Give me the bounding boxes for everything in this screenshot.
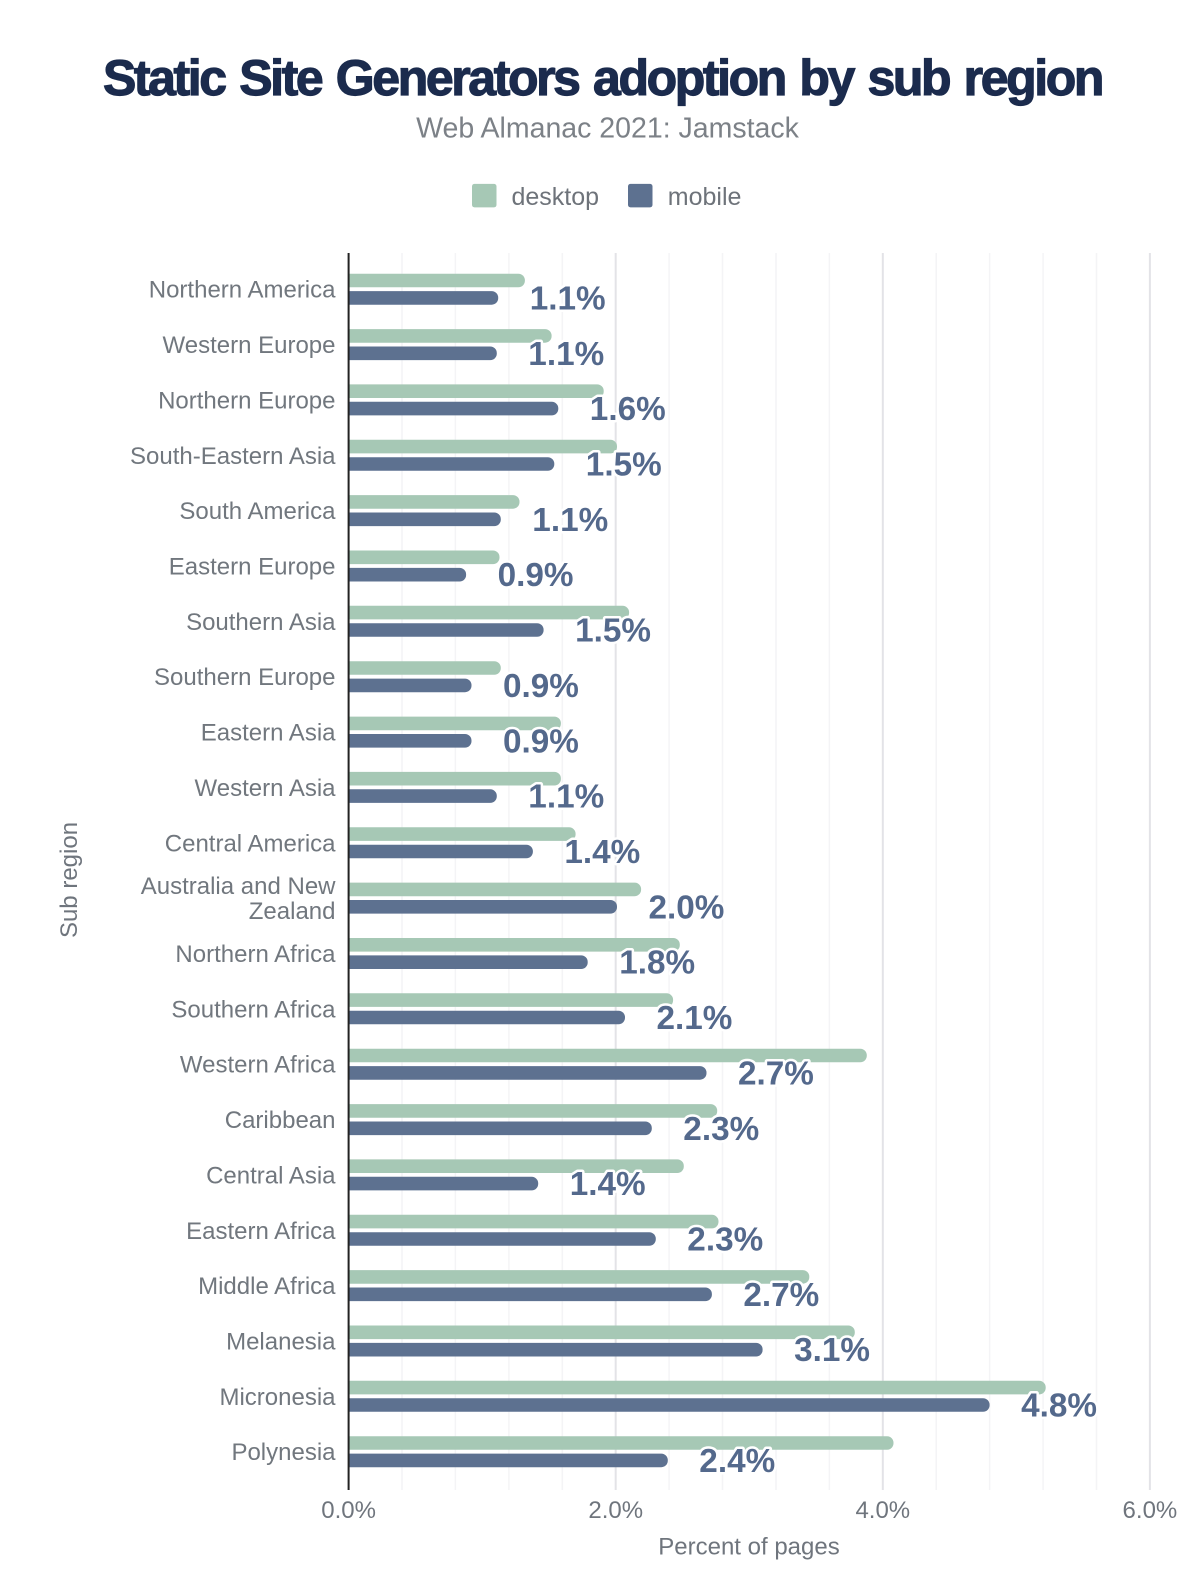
svg-text:South-Eastern Asia: South-Eastern Asia <box>130 443 336 470</box>
svg-text:Web Almanac 2021: Jamstack: Web Almanac 2021: Jamstack <box>416 113 800 145</box>
svg-text:1.5%: 1.5% <box>575 613 651 650</box>
svg-text:Sub region: Sub region <box>56 822 83 938</box>
svg-text:Middle Africa: Middle Africa <box>198 1273 336 1300</box>
svg-text:Northern America: Northern America <box>149 277 336 304</box>
svg-text:0.9%: 0.9% <box>503 668 579 705</box>
svg-text:Static Site Generators adoptio: Static Site Generators adoption by sub r… <box>103 50 1102 106</box>
svg-text:Northern Africa: Northern Africa <box>175 941 336 968</box>
svg-text:Southern Africa: Southern Africa <box>171 996 336 1023</box>
svg-text:Western Asia: Western Asia <box>195 775 337 802</box>
svg-text:desktop: desktop <box>512 183 600 211</box>
svg-text:Eastern Europe: Eastern Europe <box>169 554 336 581</box>
svg-text:Micronesia: Micronesia <box>219 1384 336 1411</box>
svg-text:2.3%: 2.3% <box>687 1222 763 1259</box>
svg-text:Caribbean: Caribbean <box>225 1107 336 1134</box>
svg-text:3.1%: 3.1% <box>794 1332 870 1369</box>
svg-text:South America: South America <box>179 498 336 525</box>
svg-text:Northern Europe: Northern Europe <box>158 387 335 414</box>
svg-text:1.4%: 1.4% <box>570 1166 646 1203</box>
svg-text:Western Europe: Western Europe <box>163 332 336 359</box>
svg-text:2.7%: 2.7% <box>743 1277 819 1314</box>
svg-text:0.9%: 0.9% <box>503 723 579 760</box>
svg-text:1.5%: 1.5% <box>586 447 662 484</box>
svg-text:0.9%: 0.9% <box>498 557 574 594</box>
svg-text:1.1%: 1.1% <box>528 336 604 373</box>
svg-text:Eastern Africa: Eastern Africa <box>186 1218 336 1245</box>
svg-text:Australia and New: Australia and New <box>141 873 336 900</box>
svg-text:1.6%: 1.6% <box>590 391 666 428</box>
svg-text:2.3%: 2.3% <box>683 1111 759 1148</box>
svg-text:2.4%: 2.4% <box>699 1443 775 1480</box>
svg-text:1.8%: 1.8% <box>619 945 695 982</box>
svg-text:Percent of pages: Percent of pages <box>658 1534 839 1561</box>
svg-text:1.4%: 1.4% <box>564 834 640 871</box>
svg-text:Eastern Asia: Eastern Asia <box>201 720 336 747</box>
svg-text:2.0%: 2.0% <box>588 1497 643 1524</box>
svg-text:mobile: mobile <box>668 183 742 211</box>
svg-text:1.1%: 1.1% <box>530 280 606 317</box>
svg-text:0.0%: 0.0% <box>321 1497 376 1524</box>
svg-text:4.8%: 4.8% <box>1021 1388 1097 1425</box>
svg-text:4.0%: 4.0% <box>855 1497 910 1524</box>
svg-text:Southern Asia: Southern Asia <box>186 609 336 636</box>
svg-text:6.0%: 6.0% <box>1123 1497 1178 1524</box>
svg-text:2.1%: 2.1% <box>657 1000 733 1037</box>
svg-text:Western Africa: Western Africa <box>180 1052 336 1079</box>
svg-text:1.1%: 1.1% <box>532 502 608 539</box>
svg-text:Zealand: Zealand <box>249 898 336 925</box>
svg-text:Central America: Central America <box>165 830 336 857</box>
svg-text:Central Asia: Central Asia <box>206 1162 336 1189</box>
svg-text:2.0%: 2.0% <box>649 889 725 926</box>
svg-text:Southern Europe: Southern Europe <box>154 664 335 691</box>
svg-text:Polynesia: Polynesia <box>231 1439 336 1466</box>
svg-text:2.7%: 2.7% <box>738 1055 814 1092</box>
svg-text:1.1%: 1.1% <box>528 779 604 816</box>
svg-text:Melanesia: Melanesia <box>226 1329 336 1356</box>
